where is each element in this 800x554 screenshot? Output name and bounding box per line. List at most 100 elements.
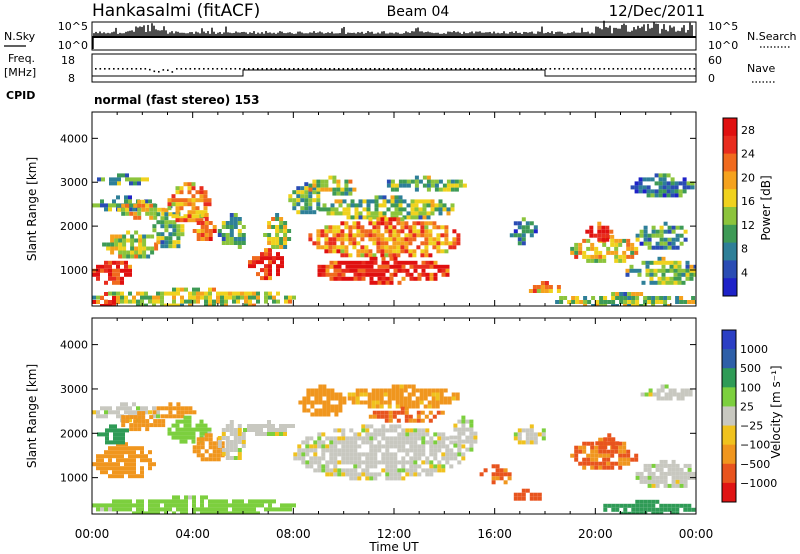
heatmap-cell — [136, 291, 140, 296]
heatmap-cell — [405, 448, 410, 453]
heatmap-cell — [373, 436, 378, 441]
heatmap-cell — [438, 207, 443, 212]
heatmap-cell — [663, 463, 668, 468]
heatmap-cell — [442, 207, 447, 212]
heatmap-cell — [414, 183, 419, 188]
heatmap-cell — [124, 503, 128, 508]
heatmap-cell — [252, 295, 256, 300]
heatmap-cell — [598, 250, 603, 255]
heatmap-cell — [431, 388, 436, 393]
heatmap-cell — [322, 408, 327, 413]
heatmap-cell — [168, 244, 173, 249]
heatmap-cell — [116, 406, 120, 411]
heatmap-cell — [347, 396, 352, 401]
heatmap-cell — [284, 295, 288, 300]
heatmap-cell — [113, 440, 117, 445]
heatmap-cell — [441, 444, 446, 449]
heatmap-cell — [398, 183, 403, 188]
heatmap-cell — [292, 206, 297, 211]
heatmap-cell — [187, 423, 192, 428]
heatmap-cell — [171, 202, 176, 207]
heatmap-cell — [344, 225, 349, 230]
heatmap-cell — [626, 449, 631, 454]
heatmap-cell — [138, 250, 143, 255]
heatmap-cell — [377, 264, 382, 269]
heatmap-cell — [199, 218, 204, 223]
heatmap-cell — [240, 503, 244, 508]
heatmap-cell — [679, 483, 684, 488]
heatmap-cell — [615, 292, 620, 296]
heatmap-cell — [360, 229, 365, 234]
heatmap-cell — [663, 300, 668, 304]
nave-dot — [648, 68, 651, 70]
heatmap-cell — [128, 507, 132, 512]
heatmap-cell — [341, 444, 346, 449]
heatmap-cell — [137, 203, 142, 208]
heatmap-cell — [586, 246, 591, 251]
heatmap-cell — [104, 410, 108, 415]
heatmap-cell — [661, 280, 666, 285]
heatmap-cell — [148, 295, 152, 300]
colorbar-swatch — [723, 171, 737, 190]
heatmap-cell — [264, 299, 268, 304]
heatmap-cell — [116, 470, 120, 475]
heatmap-cell — [288, 507, 292, 512]
heatmap-cell — [444, 237, 449, 242]
heatmap-cell — [356, 229, 361, 234]
heatmap-cell — [619, 511, 624, 514]
heatmap-cell — [384, 253, 389, 258]
heatmap-cell — [109, 424, 113, 429]
heatmap-cell — [404, 245, 409, 250]
heatmap-cell — [614, 238, 619, 243]
heatmap-cell — [419, 388, 424, 393]
heatmap-cell — [382, 211, 387, 216]
heatmap-cell — [308, 202, 313, 207]
heatmap-cell — [691, 296, 696, 300]
heatmap-cell — [370, 211, 375, 216]
heatmap-cell — [402, 183, 407, 188]
heatmap-cell — [441, 468, 446, 473]
heatmap-cell — [634, 189, 639, 194]
heatmap-cell — [439, 388, 444, 393]
heatmap-cell — [385, 452, 390, 457]
heatmap-cell — [137, 177, 141, 182]
heatmap-cell — [393, 260, 398, 265]
heatmap-cell — [374, 211, 379, 216]
heatmap-cell — [333, 448, 338, 453]
cpid-label: CPID — [6, 89, 35, 102]
heatmap-cell — [232, 299, 236, 304]
heatmap-cell — [639, 503, 644, 508]
heatmap-cell — [125, 428, 129, 433]
heatmap-cell — [430, 207, 435, 212]
velocity-cbar-tick: 1000 — [740, 343, 768, 356]
heatmap-cell — [314, 412, 319, 417]
heatmap-cell — [220, 291, 224, 296]
heatmap-cell — [329, 448, 334, 453]
heatmap-cell — [395, 388, 400, 393]
heatmap-cell — [406, 215, 411, 220]
heatmap-cell — [606, 453, 611, 458]
heatmap-cell — [409, 472, 414, 477]
heatmap-cell — [377, 268, 382, 273]
heatmap-cell — [112, 276, 116, 281]
heatmap-cell — [349, 436, 354, 441]
heatmap-cell — [334, 412, 339, 417]
heatmap-cell — [304, 182, 309, 187]
heatmap-cell — [430, 199, 435, 204]
heatmap-cell — [104, 292, 108, 296]
heatmap-cell — [116, 291, 120, 296]
heatmap-cell — [271, 432, 275, 436]
nave-dot — [693, 68, 696, 70]
heatmap-cell — [248, 499, 252, 504]
heatmap-cell — [635, 233, 640, 238]
heatmap-cell — [396, 410, 401, 415]
heatmap-cell — [164, 503, 168, 508]
heatmap-cell — [663, 507, 668, 512]
heatmap-cell — [316, 229, 321, 234]
colorbar-swatch — [722, 387, 736, 407]
heatmap-cell — [348, 225, 353, 230]
heatmap-cell — [614, 461, 619, 466]
heatmap-cell — [667, 483, 672, 488]
heatmap-cell — [675, 479, 680, 484]
